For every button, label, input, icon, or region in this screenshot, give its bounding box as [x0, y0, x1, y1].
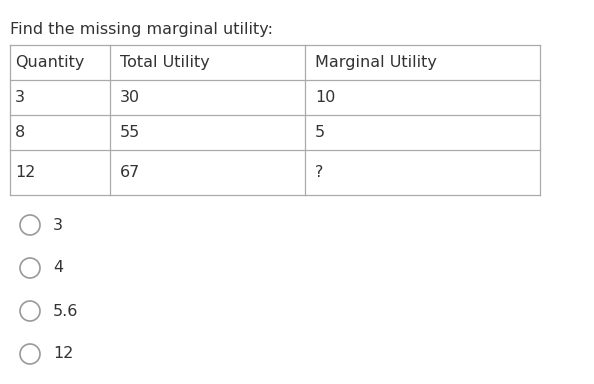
Text: 10: 10: [315, 90, 336, 105]
Text: 4: 4: [53, 260, 63, 275]
Text: Quantity: Quantity: [15, 55, 84, 70]
Text: Find the missing marginal utility:: Find the missing marginal utility:: [10, 22, 273, 37]
Text: Marginal Utility: Marginal Utility: [315, 55, 437, 70]
Text: 3: 3: [15, 90, 25, 105]
Text: 67: 67: [120, 165, 140, 180]
Text: 55: 55: [120, 125, 140, 140]
Text: 5.6: 5.6: [53, 303, 78, 318]
Text: 30: 30: [120, 90, 140, 105]
Text: 3: 3: [53, 217, 63, 232]
Text: 5: 5: [315, 125, 325, 140]
Text: 12: 12: [53, 346, 74, 361]
Text: ?: ?: [315, 165, 323, 180]
Text: 12: 12: [15, 165, 36, 180]
Text: 8: 8: [15, 125, 26, 140]
Text: Total Utility: Total Utility: [120, 55, 210, 70]
